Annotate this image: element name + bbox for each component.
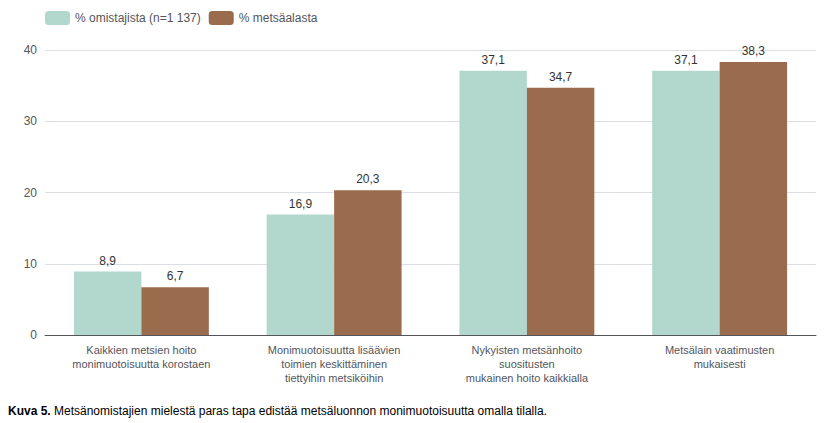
svg-text:0: 0 [30, 328, 37, 342]
svg-text:Metsänomistajien mielestä para: Metsänomistajien mielestä paras tapa edi… [51, 404, 547, 418]
svg-text:toimien keskittäminen: toimien keskittäminen [281, 358, 387, 370]
svg-text:tiettyihin metsiköihin: tiettyihin metsiköihin [285, 372, 383, 384]
svg-text:34,7: 34,7 [549, 70, 573, 84]
svg-text:20,3: 20,3 [356, 172, 380, 186]
svg-text:suositusten: suositusten [499, 358, 555, 370]
svg-text:Nykyisten metsänhoito: Nykyisten metsänhoito [472, 344, 583, 356]
svg-text:8,9: 8,9 [99, 254, 116, 268]
svg-text:30: 30 [24, 114, 38, 128]
svg-text:16,9: 16,9 [289, 197, 313, 211]
svg-text:% metsäalasta: % metsäalasta [239, 11, 318, 25]
svg-text:Monimuotoisuutta lisäävien: Monimuotoisuutta lisäävien [268, 344, 401, 356]
svg-text:Metsälain vaatimusten: Metsälain vaatimusten [665, 344, 774, 356]
svg-text:20: 20 [24, 186, 38, 200]
svg-text:mukaisesti: mukaisesti [694, 358, 746, 370]
svg-text:mukainen hoito kaikkialla: mukainen hoito kaikkialla [466, 372, 589, 384]
svg-text:37,1: 37,1 [674, 53, 698, 67]
svg-text:40: 40 [24, 43, 38, 57]
svg-text:10: 10 [24, 257, 38, 271]
svg-text:37,1: 37,1 [481, 53, 505, 67]
svg-text:6,7: 6,7 [167, 269, 184, 283]
svg-text:% omistajista (n=1 137): % omistajista (n=1 137) [75, 11, 201, 25]
svg-text:Kuva 5.: Kuva 5. [8, 404, 51, 418]
svg-text:monimuotoisuutta korostaen: monimuotoisuutta korostaen [72, 358, 210, 370]
svg-text:Kaikkien metsien hoito: Kaikkien metsien hoito [86, 344, 196, 356]
svg-text:38,3: 38,3 [742, 44, 766, 58]
